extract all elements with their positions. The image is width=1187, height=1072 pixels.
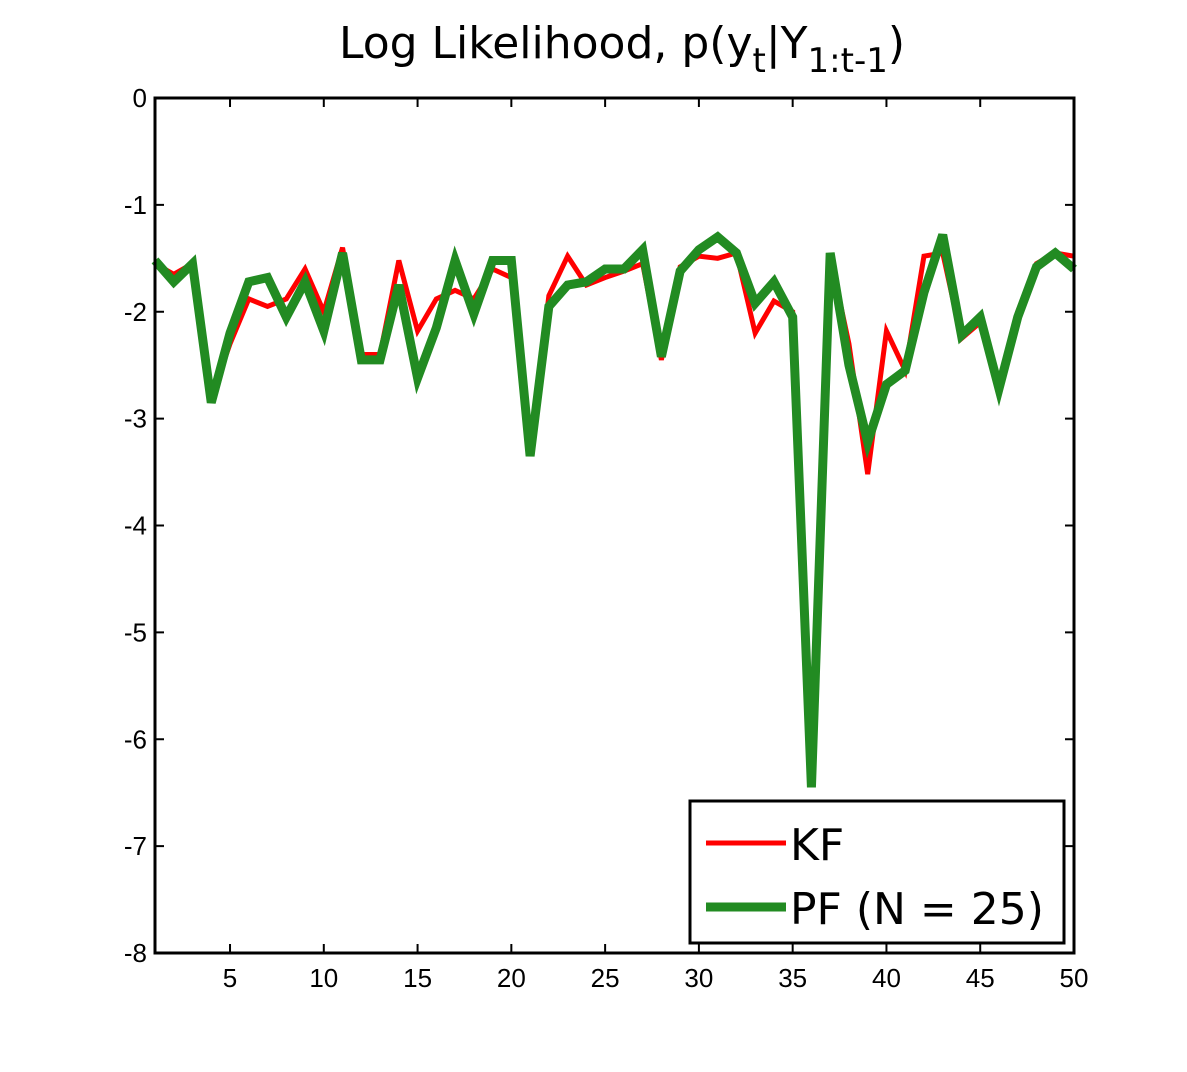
legend-label-kf: KF bbox=[790, 820, 844, 871]
x-tick-label: 35 bbox=[778, 963, 807, 993]
ticks-layer: 5 10 15 20 25 30 35 40 45 50 0 -1 -2 -3 -4 -5 -6 -7 -8 bbox=[124, 83, 1089, 993]
y-tick-label: -1 bbox=[124, 190, 147, 220]
series-line-kf bbox=[153, 246, 1075, 780]
legend-box bbox=[688, 799, 1066, 945]
title-part-sub2: 1:t-1 bbox=[808, 41, 888, 81]
y-tick-label: 0 bbox=[133, 83, 147, 113]
series-layer bbox=[151, 231, 1077, 788]
x-tick-label: 30 bbox=[684, 963, 713, 993]
x-tick-label: 15 bbox=[403, 963, 432, 993]
x-tick-label: 20 bbox=[497, 963, 526, 993]
y-tick-label: -4 bbox=[124, 511, 147, 541]
series-line-pf bbox=[151, 231, 1077, 788]
legend: KF PF (N = 25) bbox=[688, 799, 1066, 945]
title-part-pre: Log Likelihood, p(y bbox=[339, 18, 753, 69]
legend-label-pf: PF (N = 25) bbox=[790, 884, 1044, 935]
title-part-post: ) bbox=[888, 18, 905, 69]
x-tick-label: 10 bbox=[309, 963, 338, 993]
x-tick-label: 5 bbox=[223, 963, 237, 993]
x-tick-label: 40 bbox=[872, 963, 901, 993]
chart-title: Log Likelihood, p(yt|Y1:t-1) bbox=[339, 18, 905, 81]
y-tick-label: -2 bbox=[124, 297, 147, 327]
y-tick-label: -8 bbox=[124, 938, 147, 968]
y-tick-label: -7 bbox=[124, 831, 147, 861]
y-tick-label: -3 bbox=[124, 404, 147, 434]
x-tick-label: 25 bbox=[591, 963, 620, 993]
x-tick-label: 50 bbox=[1060, 963, 1089, 993]
title-part-mid: |Y bbox=[766, 18, 808, 69]
y-tick-label: -6 bbox=[124, 724, 147, 754]
x-tick-label: 45 bbox=[966, 963, 995, 993]
title-part-sub1: t bbox=[752, 41, 765, 81]
y-tick-label: -5 bbox=[124, 617, 147, 647]
